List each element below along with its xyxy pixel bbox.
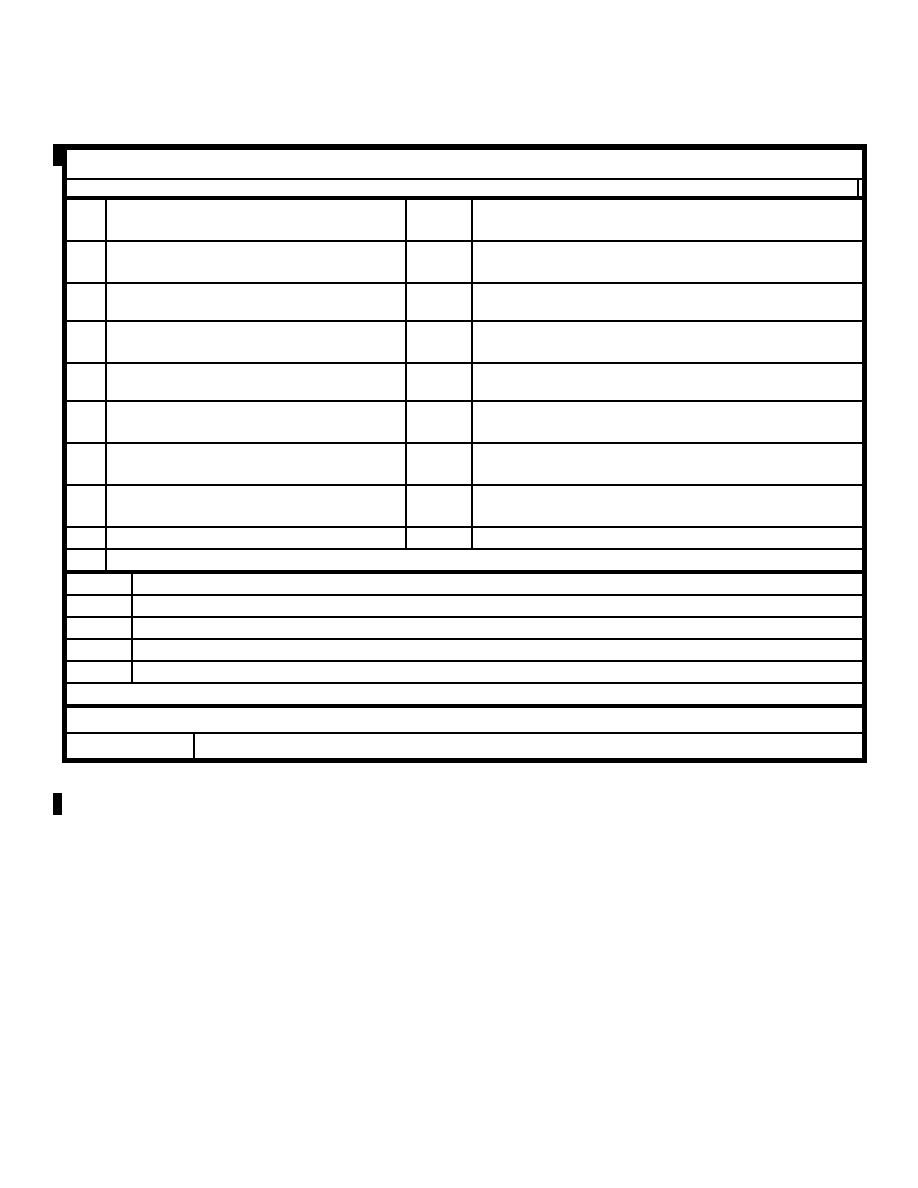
grid-cell [66,363,106,401]
note-row [66,617,863,639]
header-row-2 [66,179,863,197]
grid-cell [66,321,106,363]
note-idx [66,639,132,661]
grid-cell [66,199,106,241]
grid-cell [66,401,106,443]
grid-cell [406,401,472,443]
grid-cell [106,321,406,363]
note-row [66,661,863,683]
note-idx [66,595,132,617]
header-left [66,179,858,197]
grid-row [66,401,863,443]
grid-cell [106,241,406,283]
grid-cell [406,443,472,485]
grid-row [66,363,863,401]
grid-cell [106,549,863,571]
grid-cell [472,363,863,401]
note-text [132,661,863,683]
grid-cell [106,283,406,321]
footer-left [66,733,194,759]
footer-row [66,733,863,759]
note-row [66,573,863,595]
grid-row [66,485,863,527]
note-idx [66,617,132,639]
grid-cell [472,321,863,363]
note-row [66,595,863,617]
grid-cell [406,283,472,321]
header-right [858,179,863,197]
note-text [132,595,863,617]
grid-cell [472,199,863,241]
grid-cell [472,443,863,485]
main-grid [65,198,864,572]
grid-cell [406,485,472,527]
grid-cell [106,527,406,549]
grid-cell [66,443,106,485]
footer-cell [66,707,863,733]
grid-row [66,321,863,363]
footer-table [65,706,864,760]
grid-row [66,241,863,283]
notes-table [65,572,864,706]
note-text [132,617,863,639]
grid-row [66,283,863,321]
grid-cell [66,549,106,571]
black-marker-bottom [53,793,62,815]
black-marker-top [53,144,62,166]
header-cell [66,149,863,179]
grid-cell [472,527,863,549]
grid-row [66,527,863,549]
grid-cell [406,241,472,283]
grid-row [66,443,863,485]
footer-row-full [66,707,863,733]
grid-cell [406,527,472,549]
grid-cell [472,241,863,283]
grid-cell [472,283,863,321]
grid-cell [66,283,106,321]
grid-cell [66,527,106,549]
grid-row [66,199,863,241]
grid-row-merged [66,549,863,571]
grid-cell [106,363,406,401]
note-text [132,639,863,661]
grid-cell [106,199,406,241]
note-row-full [66,683,863,705]
note-idx [66,661,132,683]
grid-cell [66,241,106,283]
grid-cell [406,321,472,363]
header-row-1 [66,149,863,179]
grid-cell [406,363,472,401]
note-row [66,639,863,661]
footer-right [194,733,863,759]
note-idx [66,573,132,595]
grid-cell [406,199,472,241]
grid-cell [106,485,406,527]
grid-cell [472,485,863,527]
grid-cell [106,401,406,443]
header-table [65,147,864,198]
note-text [66,683,863,705]
grid-cell [472,401,863,443]
grid-cell [106,443,406,485]
note-text [132,573,863,595]
grid-cell [66,485,106,527]
table-frame [62,144,867,763]
